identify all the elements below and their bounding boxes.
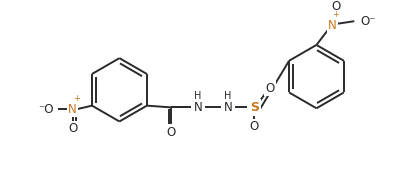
Text: ⁻O: ⁻O [38, 103, 53, 116]
Text: O: O [249, 120, 258, 133]
Text: O⁻: O⁻ [360, 15, 375, 28]
Text: S: S [249, 101, 258, 114]
Text: O: O [166, 126, 176, 139]
Text: +: + [332, 10, 339, 19]
Text: O: O [265, 81, 274, 95]
Text: H: H [194, 91, 201, 101]
Text: N: N [193, 101, 202, 114]
Text: +: + [72, 94, 79, 103]
Text: H: H [194, 102, 201, 112]
Text: H: H [224, 91, 231, 101]
Text: N: N [68, 103, 77, 116]
Text: N: N [223, 101, 232, 114]
Text: O: O [330, 0, 340, 13]
Text: O: O [68, 122, 77, 135]
Text: N: N [327, 19, 336, 32]
